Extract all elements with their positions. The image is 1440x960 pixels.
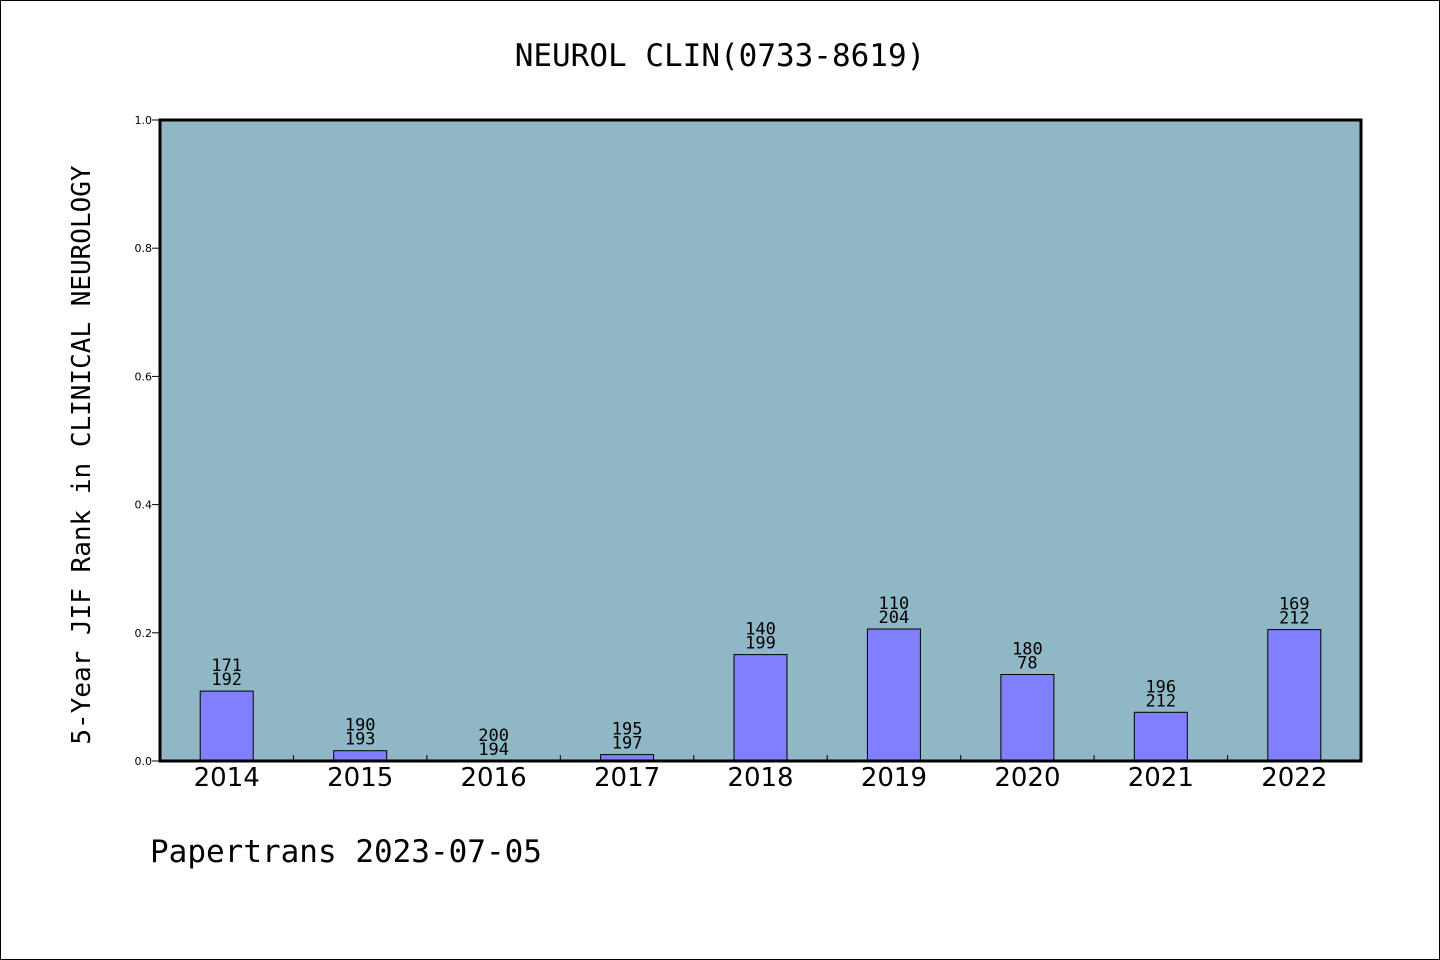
bar-label-bottom-2018: 199 [745,634,776,654]
x-tick-label-2014: 2014 [194,763,260,793]
plot-border [158,118,1363,763]
y-tick-label: 0.0 [135,755,153,768]
bar-label-top-2017: 195 [612,720,643,740]
x-tick-label-2018: 2018 [727,763,793,793]
bar-label-bottom-2017: 197 [612,734,643,754]
x-tick-label-2020: 2020 [994,763,1060,793]
bar-label-bottom-2022: 212 [1279,609,1310,629]
bar-label-top-2022: 169 [1279,595,1310,615]
bar-label-top-2021: 196 [1145,677,1176,697]
bar-label-bottom-2015: 193 [345,730,376,750]
x-tick-label-2021: 2021 [1128,763,1194,793]
x-tick-label-2019: 2019 [861,763,927,793]
bar-2021 [1133,711,1188,762]
bar-2019 [866,628,921,762]
y-tick-label: 0.2 [135,627,153,640]
footer-date: 2023-07-05 [355,834,542,870]
bar-2015 [333,750,388,762]
bar-2022 [1267,629,1322,762]
y-tick-label: 0.6 [135,370,153,383]
x-tick-label-2022: 2022 [1261,763,1327,793]
x-tick-label-2015: 2015 [327,763,393,793]
y-tick-label: 1.0 [135,114,153,127]
bar-label-bottom-2019: 204 [879,608,910,628]
bar-label-top-2014: 171 [211,656,242,676]
bar-label-top-2019: 110 [879,594,910,614]
bar-label-bottom-2021: 212 [1145,691,1176,711]
footer-credit: Papertrans 2023-07-05 [150,834,542,870]
x-tick-label-2016: 2016 [461,763,527,793]
bar-2020 [1000,674,1055,762]
y-axis-label: 5-Year JIF Rank in CLINICAL NEUROLOGY [67,165,97,745]
y-tick-label: 0.4 [135,499,153,512]
bar-label-top-2015: 190 [345,716,376,736]
y-tick-label: 0.8 [135,242,153,255]
bar-label-top-2018: 140 [745,620,776,640]
bar-label-bottom-2016: 194 [478,740,509,760]
chart-title: NEUROL CLIN(0733-8619) [515,38,926,74]
bar-2018 [733,654,788,762]
bar-label-top-2020: 180 [1012,640,1043,660]
bars-group [199,628,1322,763]
bar-label-bottom-2020: 78 [1017,654,1037,674]
bar-label-top-2016: 200 [478,726,509,746]
y-axis-ticks: 0.0 0.2 0.4 0.6 0.8 1.0 [135,114,160,768]
x-tick-label-2017: 2017 [594,763,660,793]
bar-label-bottom-2014: 192 [211,670,242,690]
bar-2014 [199,690,254,762]
x-axis-ticks: 2014 2015 2016 2017 2018 2019 2020 2021 2022 [194,755,1327,793]
footer-source: Papertrans [150,834,337,870]
